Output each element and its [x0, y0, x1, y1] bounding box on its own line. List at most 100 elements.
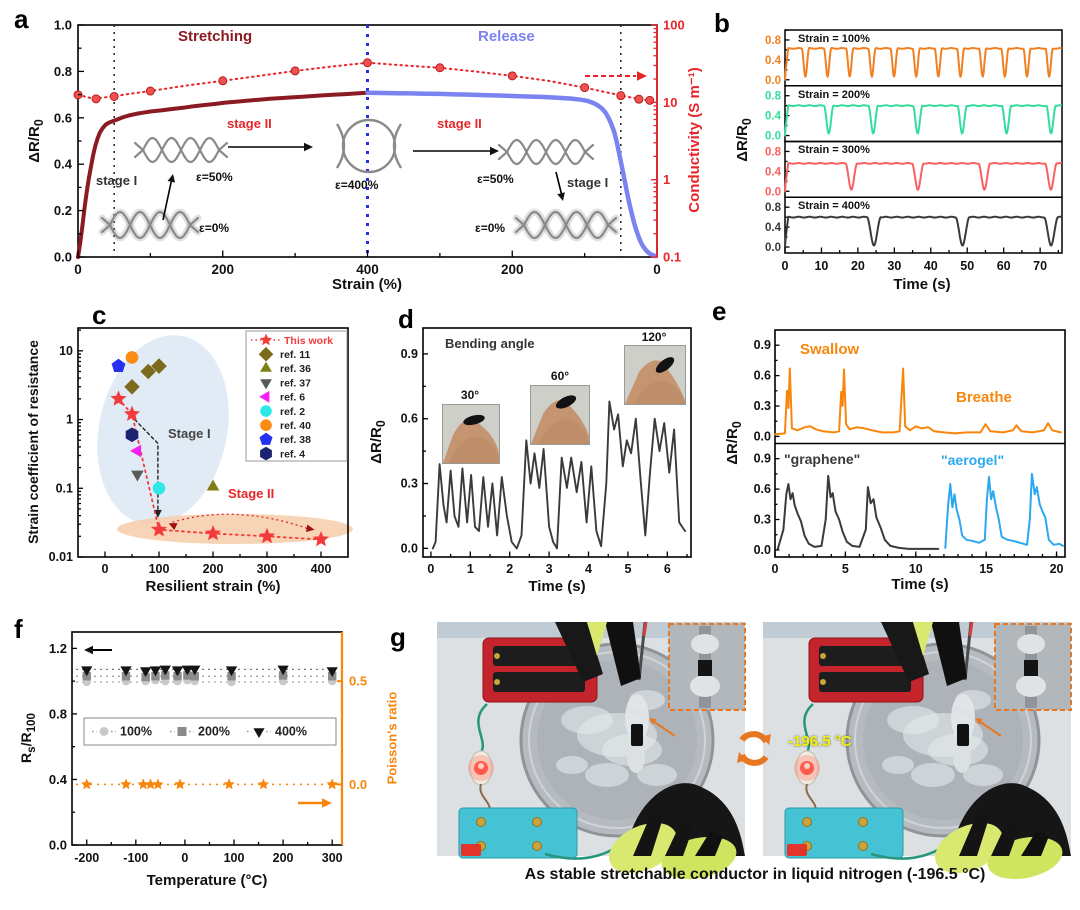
legend-label: ref. 37: [280, 377, 311, 389]
tick-label: 6: [664, 562, 671, 576]
tick-label: 3: [546, 562, 553, 576]
elbow-shape: [625, 360, 685, 404]
marker-triangle-down: [140, 667, 152, 677]
conductivity-marker: [435, 63, 445, 73]
d-ylabel-sub: 0: [374, 420, 388, 428]
arrowhead-icon: [322, 798, 332, 808]
marker-triangle-down: [181, 665, 193, 676]
inset-frost: [1016, 675, 1046, 697]
tick-label: 5: [624, 562, 631, 576]
elbow-shadow: [539, 419, 589, 444]
d-y-axis-label: ΔR/R0: [368, 420, 388, 464]
f-right-axis-label: Poisson's ratio: [384, 691, 400, 785]
tick-label: 15: [979, 562, 993, 576]
tick-label: 5: [842, 562, 849, 576]
stage1-region: [97, 335, 229, 525]
b-strain-400-label: Strain = 400%: [798, 200, 870, 212]
f-ylabel-r: R: [18, 752, 35, 764]
a-x-axis-label: Strain (%): [331, 276, 403, 293]
eps400-label: ε=400%: [335, 178, 379, 192]
arrowhead-icon: [557, 192, 565, 201]
marker-circle: [125, 351, 139, 364]
tick-label: 0.0: [49, 838, 67, 853]
tick-label: 0.6: [401, 412, 418, 426]
tick-label: 10: [663, 95, 677, 110]
b-x-axis-label: Time (s): [893, 276, 951, 293]
screw-terminal: [858, 817, 868, 827]
elbow-shape: [531, 399, 589, 444]
marker-star: [123, 405, 141, 421]
release-label: Release: [478, 28, 535, 45]
tick-label: 0.0: [765, 131, 781, 143]
f-ylabel-r2: /R: [18, 732, 35, 747]
screw-terminal: [802, 817, 812, 827]
c-stage1-label: Stage I: [168, 426, 211, 441]
f-x-axis-label: Temperature (°C): [146, 872, 268, 889]
fiber-ring-schematic: [341, 118, 397, 174]
glove-finger: [665, 822, 693, 856]
bending-angle-label: Bending angle: [445, 336, 535, 351]
tick-label: 0.6: [754, 482, 771, 496]
marker-circle: [260, 405, 272, 417]
marker-star: [150, 521, 168, 537]
legend-label: This work: [284, 335, 333, 347]
tick-label: 40: [924, 259, 938, 273]
tick-label: 100: [663, 18, 685, 33]
tick-label: 70: [1033, 259, 1047, 273]
eps0-left-label: ε=0%: [199, 221, 230, 235]
legend-label: ref. 36: [280, 363, 311, 375]
frost-patch: [637, 764, 677, 786]
glove-finger: [633, 814, 663, 856]
legend-marker: [259, 333, 273, 346]
tick-label: 0.3: [754, 513, 771, 527]
marker-star: [110, 390, 127, 406]
sensor-patch: [555, 395, 577, 409]
aerogel-label: "aerogel": [941, 452, 1005, 468]
marker-square: [227, 672, 236, 681]
switch: [461, 844, 481, 856]
cycling-trace-Strain300: [784, 162, 1063, 193]
poisson-star: [144, 778, 157, 790]
marker-diamond: [140, 363, 156, 380]
bending-photo-60: [530, 385, 590, 445]
tick-label: 400: [356, 262, 379, 277]
marker-square: [151, 672, 160, 681]
tick-label: 10: [814, 259, 828, 273]
legend-label: ref. 40: [280, 420, 311, 432]
eps50-left-label: ε=50%: [196, 170, 233, 184]
tick-label: 1: [467, 562, 474, 576]
sensor-patch: [463, 414, 485, 426]
glove-finger: [959, 814, 989, 856]
conductor-segment: [631, 724, 643, 746]
tick-label: 1.0: [54, 18, 72, 33]
tick-label: 0.8: [49, 706, 67, 721]
tick-label: 200: [273, 851, 294, 865]
elbow-shape: [443, 418, 499, 463]
marker-star: [204, 525, 222, 541]
tick-label: 0.8: [765, 146, 782, 158]
legend-label: 400%: [275, 725, 307, 739]
marker-triangle-down: [225, 666, 238, 677]
tick-label: 30: [887, 259, 901, 273]
cycling-trace-Strain200: [784, 104, 1063, 137]
stretching-label: Stretching: [178, 28, 253, 45]
marker-triangle-down: [159, 665, 171, 676]
battery-terminal: [820, 679, 826, 685]
tick-label: 0: [181, 851, 188, 865]
c-stage2-label: Stage II: [228, 486, 275, 501]
arrowhead-icon: [306, 524, 315, 532]
marker-hexagon: [260, 446, 272, 461]
marker-triangle-down: [81, 666, 93, 677]
glove-finger: [1021, 830, 1049, 856]
pointer-arrow: [652, 720, 676, 737]
stage2-left-label: stage II: [227, 116, 272, 131]
tick-label: 0.0: [54, 250, 72, 265]
marker-triangle-down: [149, 666, 162, 677]
poisson-star: [152, 778, 164, 790]
angle-120-label: 120°: [641, 330, 667, 344]
panel-b-frame: [784, 196, 1063, 254]
tick-label: 0.01: [49, 550, 73, 564]
tick-label: 50: [960, 259, 974, 273]
fiber-schematic: [497, 138, 595, 166]
panel-letter-b: b: [714, 8, 730, 38]
